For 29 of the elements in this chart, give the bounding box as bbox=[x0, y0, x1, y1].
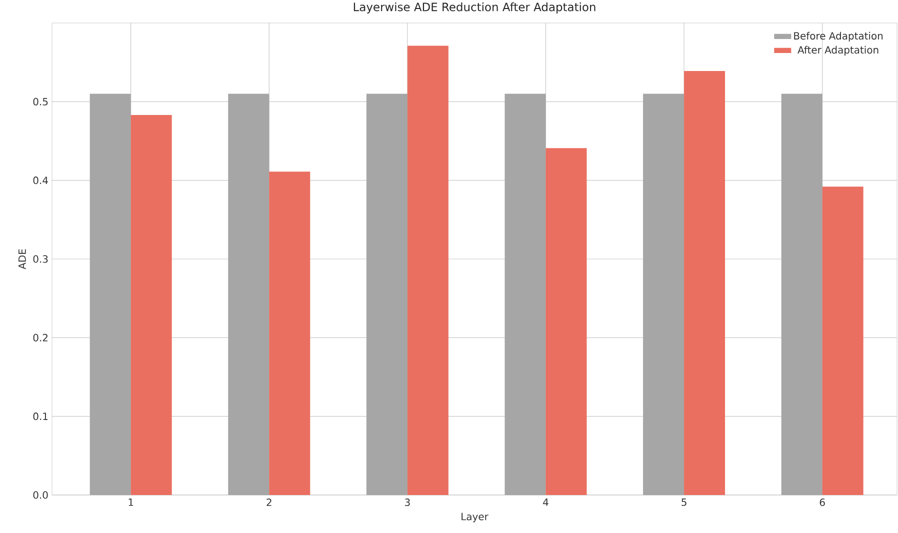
bar bbox=[228, 94, 270, 495]
x-axis-title: Layer bbox=[462, 512, 488, 522]
bar bbox=[130, 115, 172, 495]
x-tick-label: 5 bbox=[682, 498, 686, 506]
bar bbox=[643, 94, 684, 495]
y-tick-label: 0.4 bbox=[33, 176, 48, 184]
bar bbox=[269, 172, 310, 495]
bar bbox=[90, 94, 131, 495]
bar bbox=[366, 94, 408, 495]
bar bbox=[504, 94, 546, 495]
x-tick-label: 2 bbox=[266, 498, 272, 506]
legend-label: Before Adaptation bbox=[794, 32, 883, 42]
y-tick-label: 0.0 bbox=[33, 491, 48, 499]
y-axis-title: ADE bbox=[18, 249, 26, 270]
x-tick-label: 6 bbox=[820, 498, 825, 506]
x-tick-label: 4 bbox=[543, 498, 548, 506]
chart-title: Layerwise ADE Reduction After Adaptation bbox=[354, 2, 596, 14]
x-tick-label: 3 bbox=[405, 498, 410, 506]
y-tick-label: 0.5 bbox=[33, 98, 48, 106]
bar bbox=[546, 148, 587, 495]
y-tick-label: 0.2 bbox=[33, 334, 48, 342]
bar bbox=[407, 46, 448, 495]
bar bbox=[781, 94, 822, 495]
legend-label: After Adaptation bbox=[798, 46, 878, 56]
bar bbox=[684, 70, 726, 495]
bar bbox=[822, 186, 864, 495]
x-tick-label: 1 bbox=[128, 498, 134, 506]
y-tick-label: 0.3 bbox=[33, 255, 48, 263]
y-tick-label: 0.1 bbox=[33, 412, 48, 420]
